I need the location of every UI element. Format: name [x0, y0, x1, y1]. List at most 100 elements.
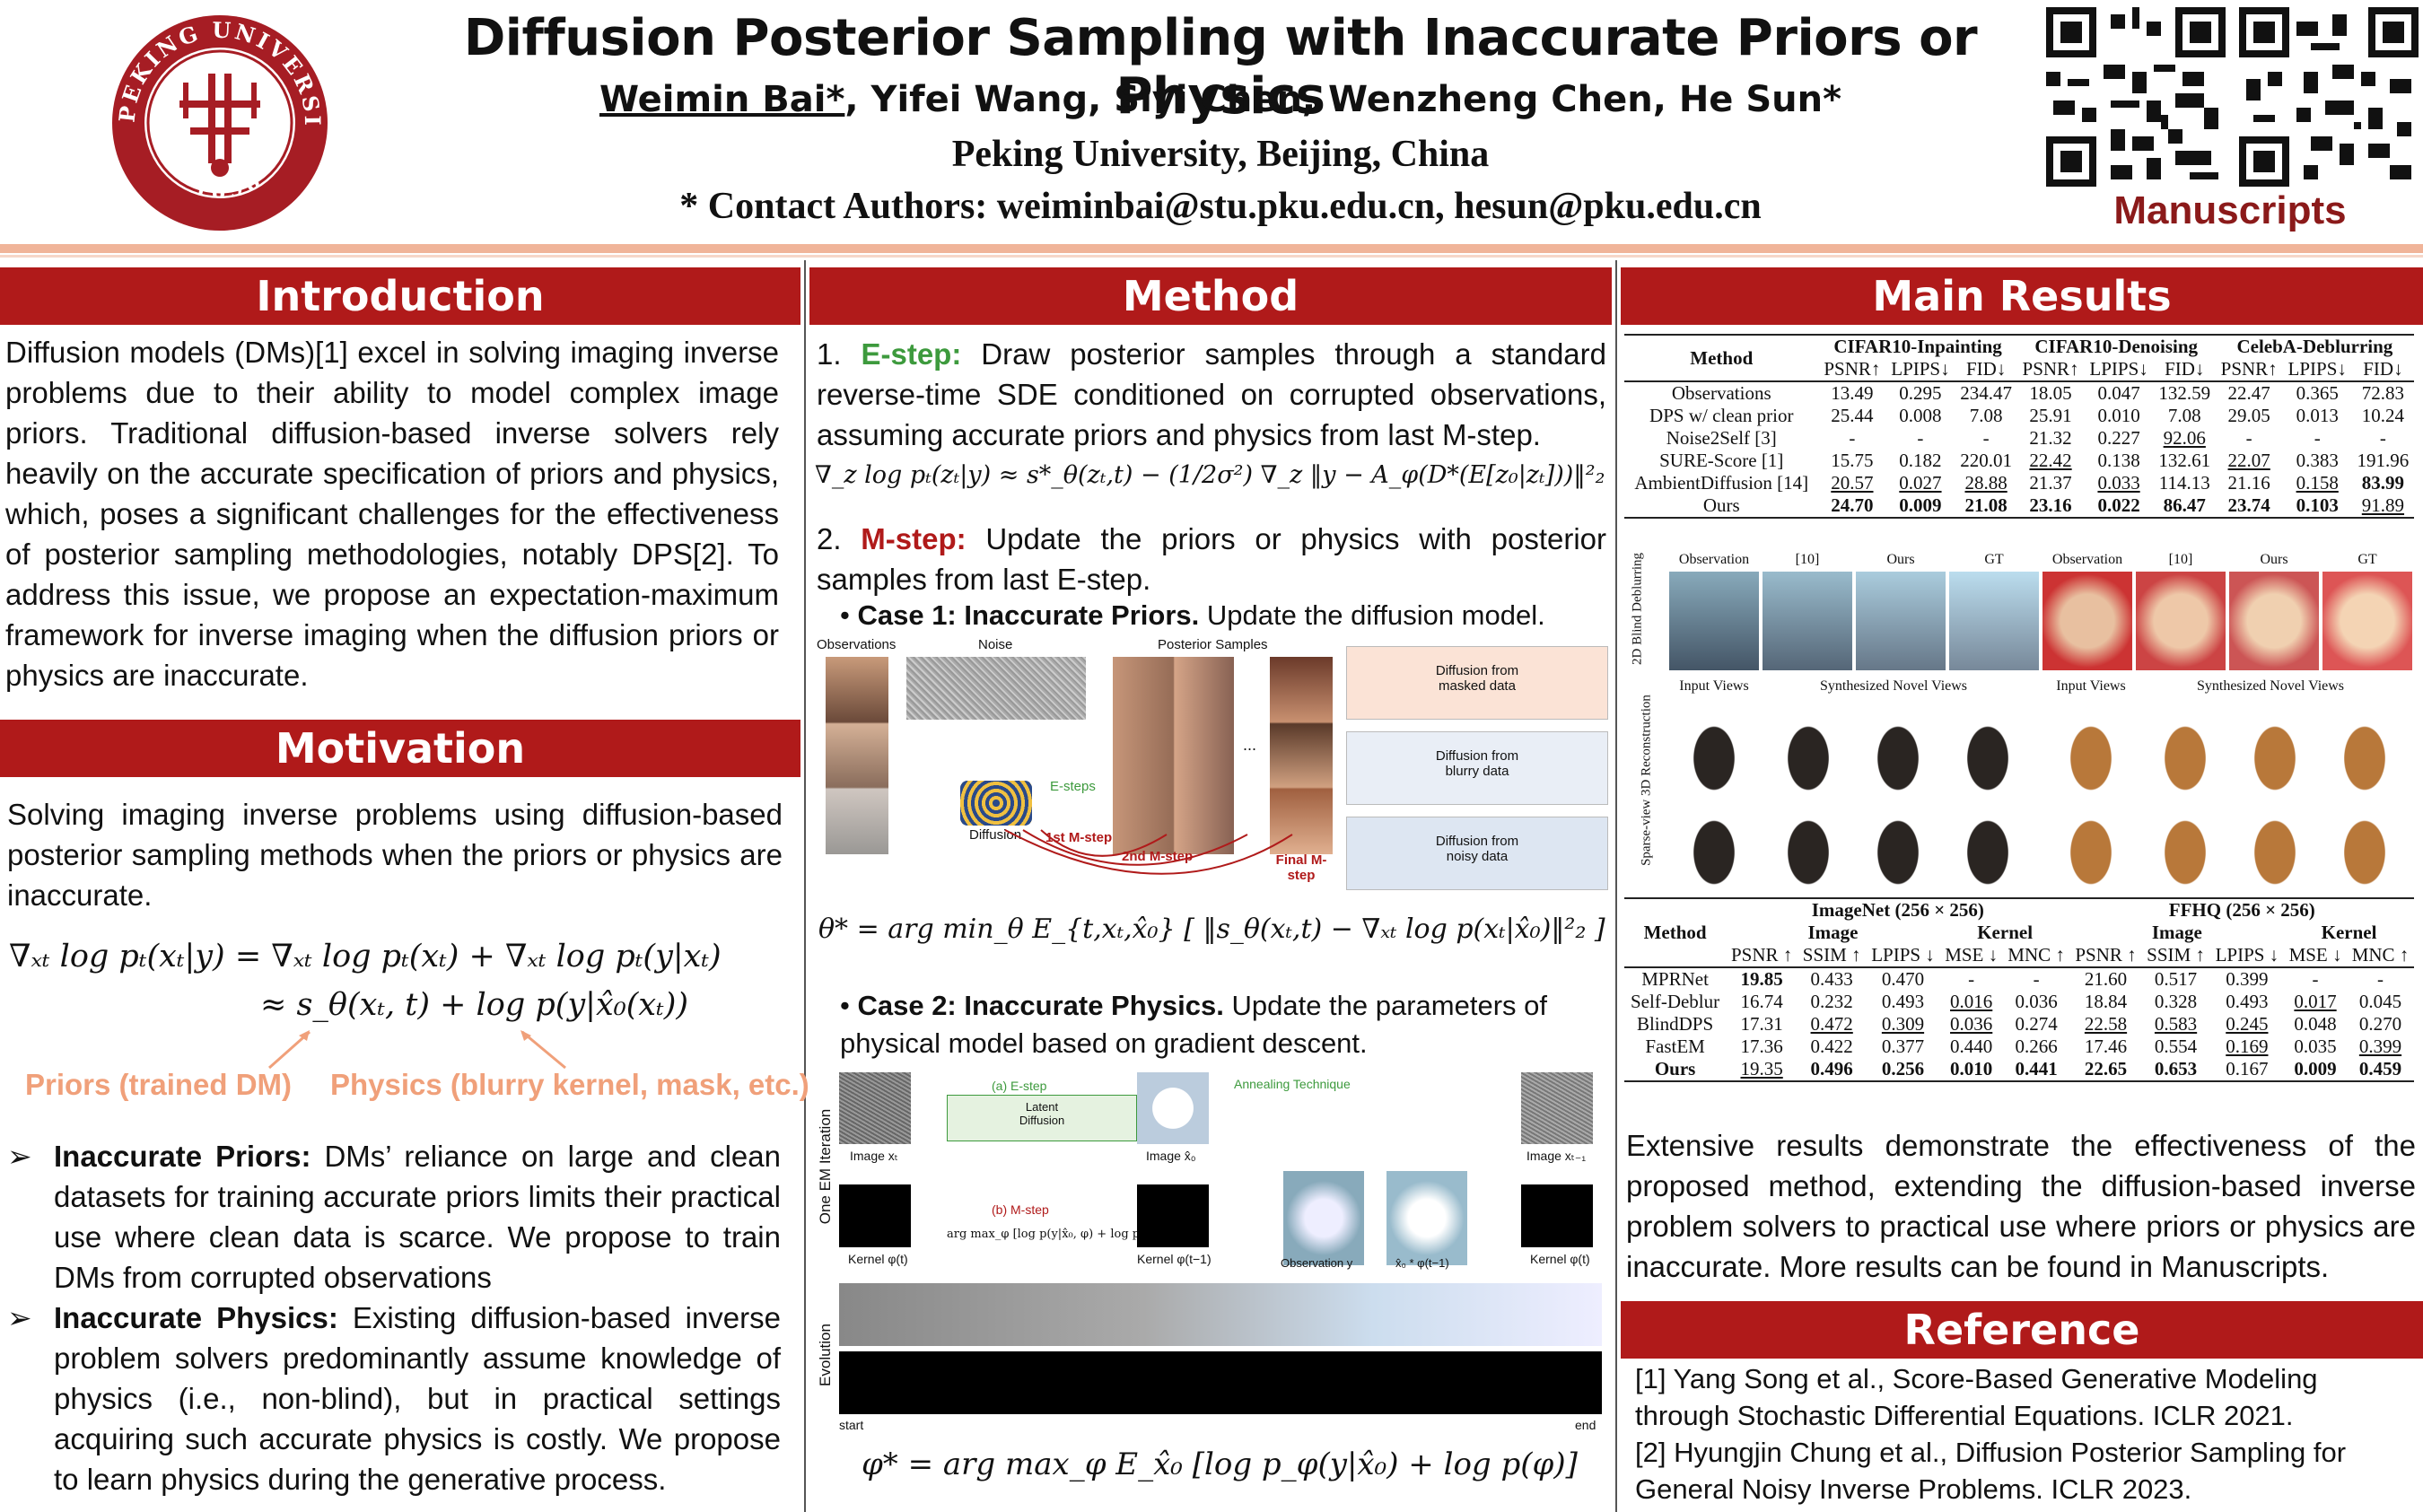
deblur-side-label: 2D Blind Deblurring	[1630, 553, 1645, 665]
first-author: Weimin Bai*	[599, 79, 845, 120]
header-divider	[0, 244, 2423, 253]
table-cell: 23.16	[2029, 494, 2072, 516]
contact-line: * Contact Authors: weiminbai@stu.pku.edu…	[679, 186, 1762, 227]
deblur-image	[2229, 572, 2319, 670]
estep-label: E-step:	[861, 337, 962, 371]
t2-subgroup: Kernel	[1977, 922, 2034, 943]
fig-label-esteps: E-steps	[1050, 779, 1096, 794]
cat-figurine-render	[2154, 710, 2217, 791]
deblur-image	[2322, 572, 2412, 670]
label-end: end	[1575, 1418, 1596, 1432]
deblur-col-label: [10]	[1795, 552, 1820, 567]
image-x0	[1137, 1072, 1209, 1144]
estep-text: Draw posterior samples through a standar…	[817, 337, 1606, 451]
label-mstep-eq: arg max_φ [log p(y|x̂₀, φ) + log p(φ)]	[947, 1228, 1162, 1241]
table-cell: 0.383	[2296, 450, 2339, 471]
evolution-images	[839, 1283, 1602, 1346]
table-cell: 21.16	[2227, 472, 2270, 494]
qr-code-2[interactable]	[2239, 7, 2419, 187]
cat-figurine-render	[2154, 804, 2217, 885]
recon-col-label: Input Views	[1679, 678, 1749, 694]
t2-metric-header: MSE ↓	[2288, 944, 2342, 966]
diffusion-network-icon	[960, 781, 1032, 826]
label-conv: x̂₀ * φ(t−1)	[1395, 1256, 1449, 1270]
mstep-text: Update the priors or physics with poster…	[817, 522, 1607, 596]
table-row: AmbientDiffusion [14] 20.57 0.027 28.88 21.3…	[1624, 472, 2414, 494]
table-cell: 20.57	[1831, 472, 1874, 494]
table-cell: 0.365	[2296, 382, 2339, 404]
table-row: SURE-Score [1] 15.75 0.182 220.01 22.42 0.138…	[1624, 450, 2414, 472]
motivation-heading: Motivation	[0, 720, 800, 777]
deblur-col-label: Ours	[2260, 552, 2288, 567]
t2-metric-header: MNC ↑	[2008, 944, 2065, 966]
evolution-kernels	[839, 1351, 1602, 1414]
table-cell: 0.016	[1950, 991, 1993, 1012]
table-cell: 21.32	[2029, 427, 2072, 449]
reconstruction-figure: Sparse-view 3D Reconstruction Input View…	[1624, 678, 2419, 894]
cat-figurine-render	[2244, 710, 2306, 791]
table-cell: 0.496	[1810, 1058, 1853, 1079]
t1-metric-header: LPIPS↓	[2287, 358, 2347, 380]
deblur-image	[1669, 572, 1759, 670]
deblur-col-label: GT	[2357, 552, 2377, 567]
table-1: Method CIFAR10-Inpainting CIFAR10-Denois…	[1624, 334, 2414, 519]
method-name: Noise2Self [3]	[1666, 427, 1777, 449]
table-cell: -	[2033, 968, 2040, 990]
label-estep: (a) E-step	[992, 1079, 1047, 1093]
label-kernel-phi-t1: Kernel φ(t−1)	[1137, 1252, 1212, 1266]
t2-group-header: FFHQ (256 × 256)	[2168, 899, 2315, 921]
fig-ellipsis: ...	[1243, 736, 1257, 754]
table-cell: 0.010	[1950, 1058, 1993, 1079]
horse-render	[1956, 710, 2019, 791]
fig-label-observations: Observations	[817, 637, 897, 652]
affiliation: Peking University, Beijing, China	[951, 134, 1490, 175]
deblur-image	[2136, 572, 2226, 670]
table-2: Method ImageNet (256 × 256) FFHQ (256 × …	[1624, 897, 2414, 1082]
table-cell: 0.036	[1950, 1013, 1993, 1035]
table-cell: 0.440	[1950, 1036, 1993, 1057]
box-noisy: Diffusion from noisy data	[1346, 817, 1608, 890]
method-name: Observations	[1671, 382, 1771, 404]
table-cell: 7.08	[2167, 405, 2201, 426]
bullet-inaccurate-physics: ➢ Inaccurate Physics: Existing diffusion…	[7, 1298, 781, 1499]
reference-item-1: [1] Yang Song et al., Score-Based Genera…	[1635, 1363, 2318, 1431]
table-cell: 0.328	[2154, 991, 2198, 1012]
latent-diffusion-block: Latent Diffusion	[947, 1095, 1137, 1141]
mstep-block: 2. M-step: Update the priors or physics …	[817, 519, 1606, 599]
arrow-bullet-icon: ➢	[7, 1140, 32, 1173]
table-cell: 0.274	[2015, 1013, 2058, 1035]
table-cell: 0.008	[1899, 405, 1942, 426]
motivation-equation-1: ∇ₓₜ log pₜ(xₜ|y) = ∇ₓₜ log pₜ(xₜ) + ∇ₓₜ …	[9, 939, 722, 974]
table-cell: 17.31	[1740, 1013, 1783, 1035]
estep-block: 1. E-step: Draw posterior samples throug…	[817, 334, 1606, 455]
label-kernel-phi-out: Kernel φ(t)	[1530, 1252, 1590, 1266]
horse-render	[1956, 804, 2019, 885]
recon-col-label: Input Views	[2056, 678, 2126, 694]
bullet-title: Inaccurate Priors:	[54, 1140, 311, 1173]
method-heading: Method	[809, 267, 1612, 325]
table-cell: 21.60	[2084, 968, 2128, 990]
fig-label-m1: 1st M-step	[1045, 830, 1113, 845]
table-cell: 0.653	[2154, 1058, 2198, 1079]
table-cell: 0.309	[1881, 1013, 1925, 1035]
box-blurry: Diffusion from blurry data	[1346, 731, 1608, 805]
results-table-2: Method ImageNet (256 × 256) FFHQ (256 × …	[1624, 897, 2414, 1082]
table-cell: 0.493	[1881, 991, 1925, 1012]
manuscripts-label[interactable]: Manuscripts	[2113, 188, 2347, 232]
qr-code-1[interactable]	[2046, 7, 2226, 187]
box-masked: Diffusion from masked data	[1346, 646, 1608, 720]
t1-metric-header: PSNR↑	[2220, 358, 2278, 380]
table-cell: 0.493	[2226, 991, 2269, 1012]
table-cell: 0.517	[2154, 968, 2198, 990]
mstep-label: M-step:	[861, 522, 967, 555]
table-cell: 0.295	[1899, 382, 1942, 404]
table-cell: -	[2379, 427, 2386, 449]
table-cell: 28.88	[1964, 472, 2008, 494]
table-cell: -	[2245, 427, 2252, 449]
t1-metric-header: FID↓	[2165, 358, 2205, 380]
table-cell: -	[1849, 427, 1856, 449]
table-cell: 0.169	[2226, 1036, 2269, 1057]
t1-metric-header: FID↓	[2363, 358, 2403, 380]
reference-item-2: [2] Hyungjin Chung et al., Diffusion Pos…	[1635, 1437, 2347, 1505]
t1-metric-header: PSNR↑	[1824, 358, 1881, 380]
